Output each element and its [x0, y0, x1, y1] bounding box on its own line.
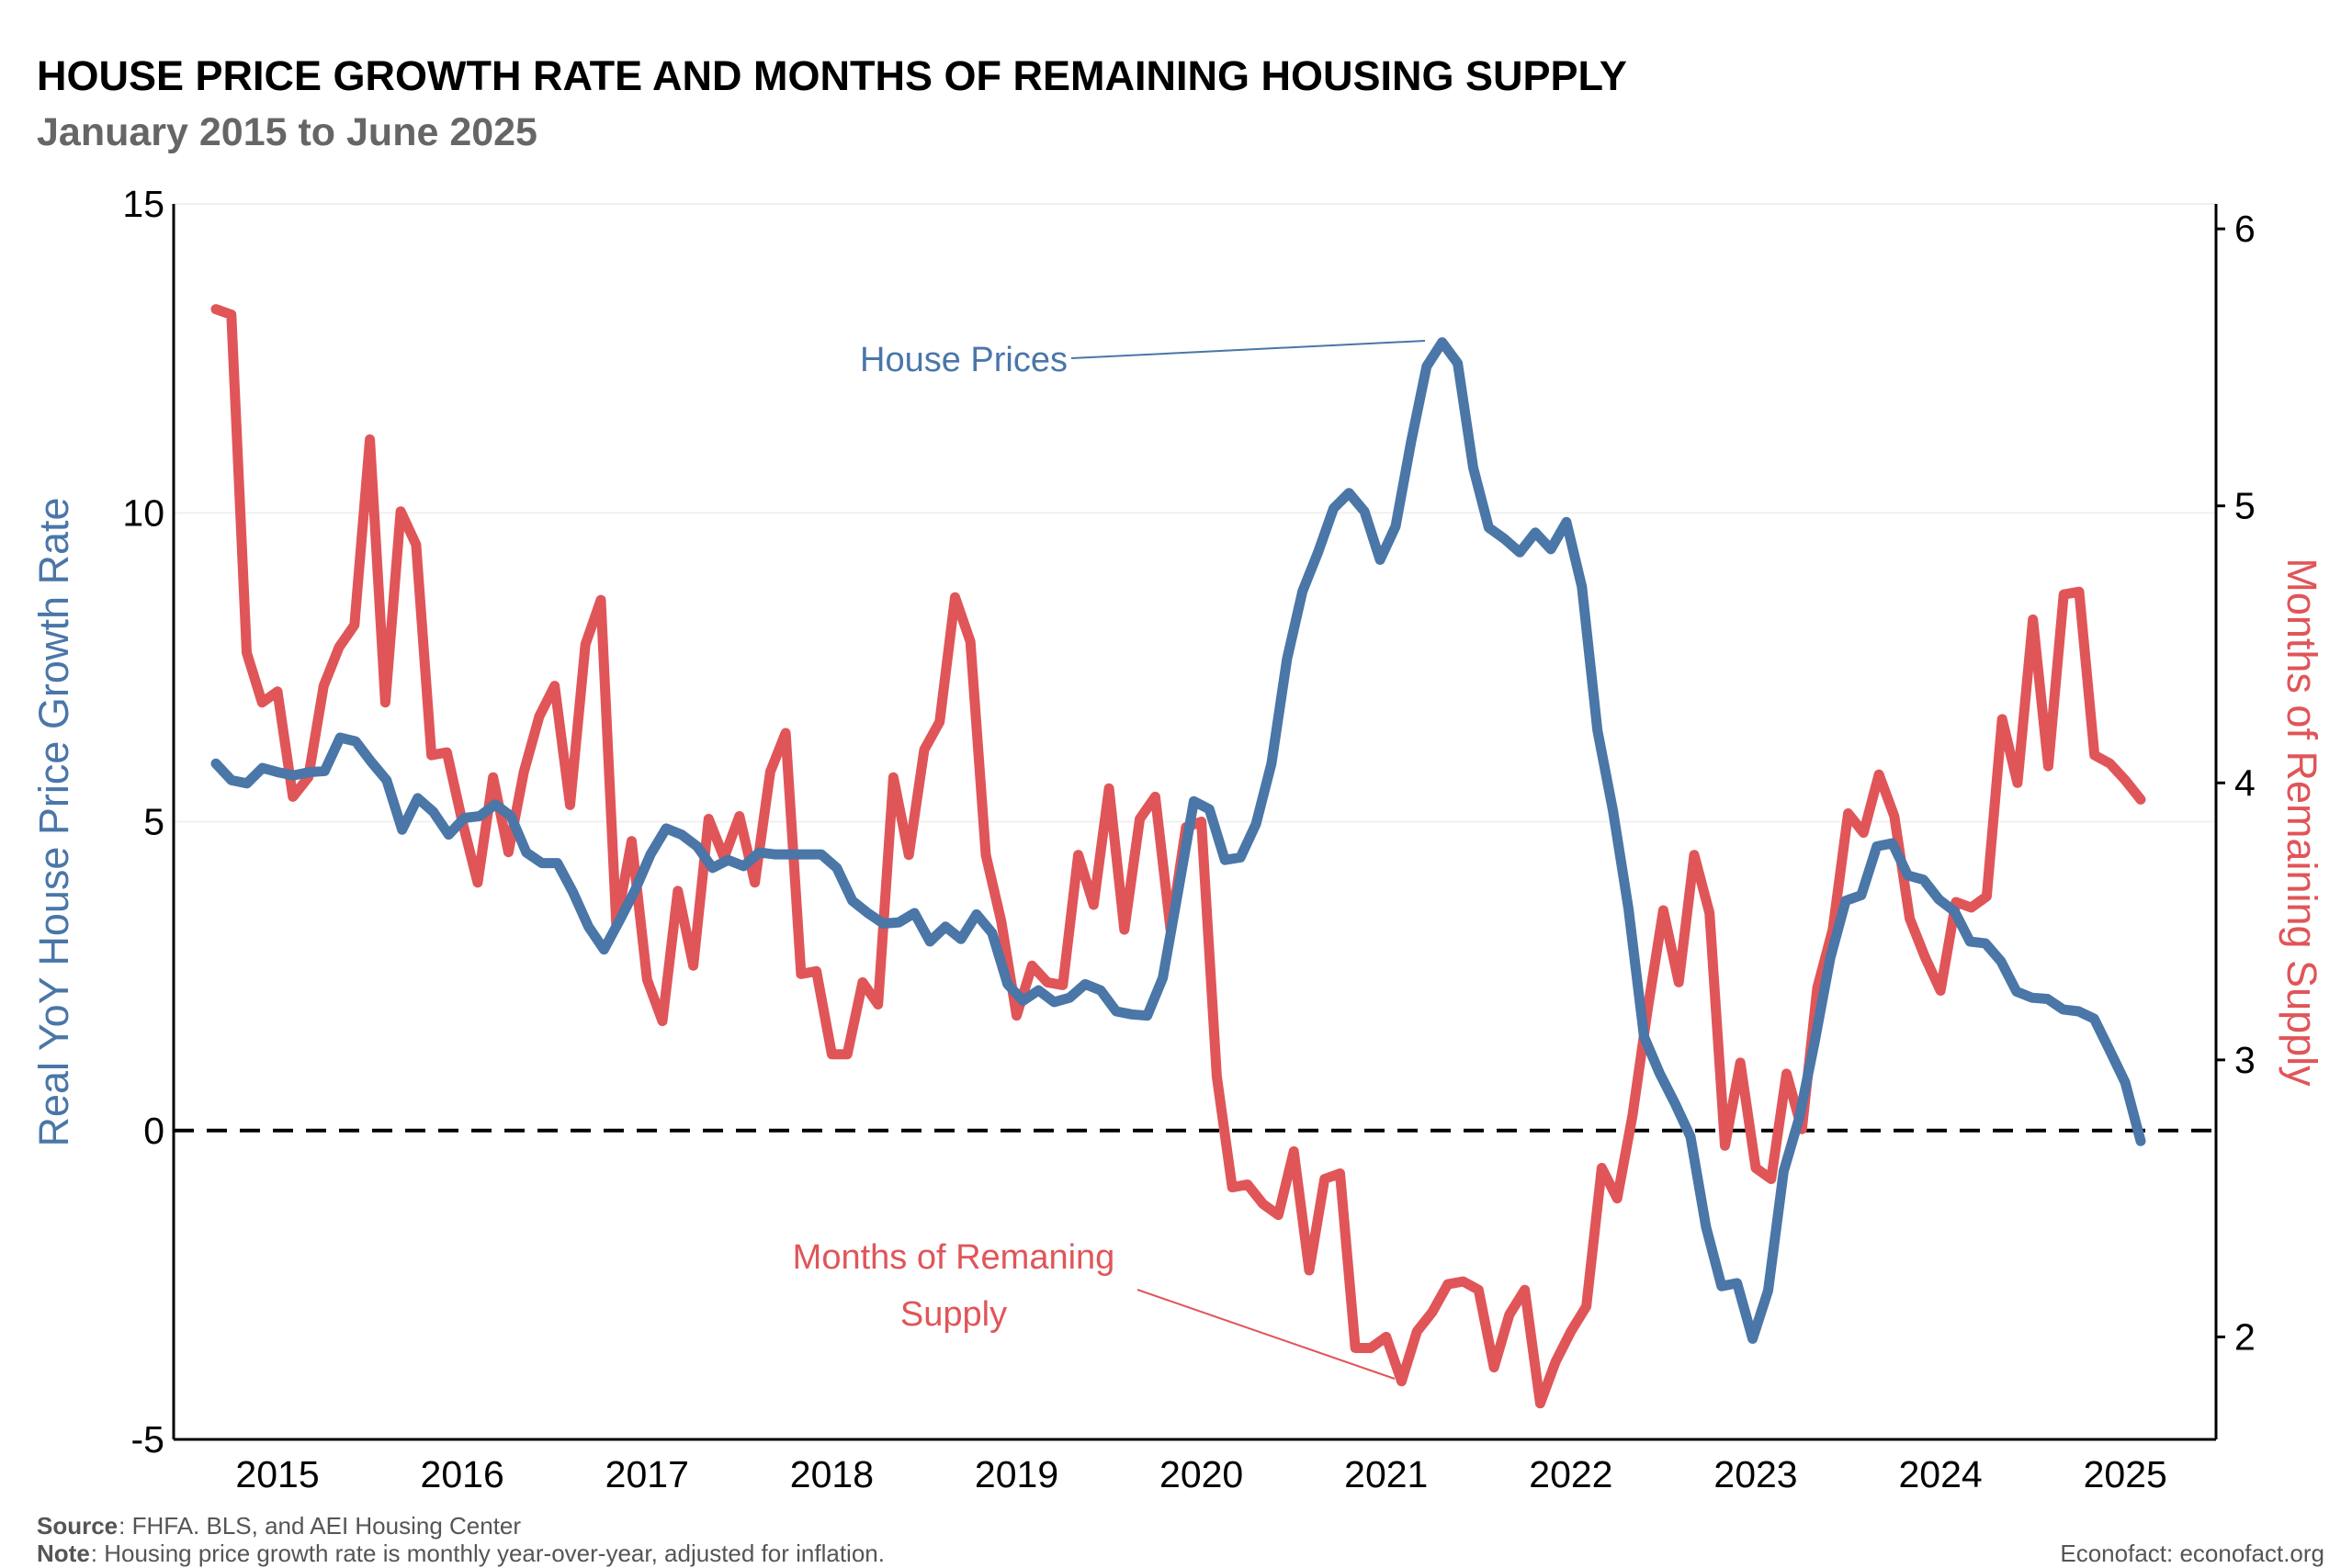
house-prices-line	[210, 337, 2146, 1344]
left-tick-label: -5	[131, 1418, 164, 1461]
annotation-supply-line2: Supply	[900, 1295, 1007, 1334]
footer-credit: Econofact: econofact.org	[2060, 1540, 2324, 1567]
x-tick-label: 2022	[1529, 1453, 1612, 1495]
x-tick-label: 2025	[2084, 1453, 2167, 1495]
x-tick-label: 2019	[975, 1453, 1058, 1495]
annotation-supply-leader	[1136, 1289, 1396, 1380]
x-tick-label: 2016	[421, 1453, 504, 1495]
right-tick-label: 3	[2234, 1039, 2256, 1081]
right-axis-ticks: 2 3 4 5 6	[2216, 208, 2256, 1358]
note-label: Note	[37, 1540, 90, 1567]
right-tick-label: 4	[2234, 761, 2256, 804]
left-tick-label: 10	[122, 491, 164, 534]
x-tick-label: 2024	[1899, 1453, 1983, 1495]
left-axis-ticks: -5 0 5 10 15	[122, 183, 164, 1461]
x-tick-label: 2017	[605, 1453, 689, 1495]
right-tick-label: 2	[2234, 1315, 2256, 1358]
left-axis-label: Real YoY House Price Growth Rate	[30, 497, 77, 1146]
x-tick-label: 2021	[1344, 1453, 1428, 1495]
annotation-house-prices-leader	[1070, 340, 1426, 359]
chart-title: HOUSE PRICE GROWTH RATE AND MONTHS OF RE…	[37, 52, 1627, 99]
series-lines	[210, 304, 2146, 1409]
x-tick-label: 2018	[790, 1453, 874, 1495]
months-supply-line	[210, 304, 2146, 1409]
source-text: : FHFA. BLS, and AEI Housing Center	[119, 1512, 521, 1540]
note-text: : Housing price growth rate is monthly y…	[91, 1540, 885, 1567]
x-tick-label: 2020	[1159, 1453, 1243, 1495]
right-axis-label: Months of Remaining Supply	[2278, 558, 2325, 1087]
x-tick-label: 2023	[1713, 1453, 1797, 1495]
annotation-house-prices: House Prices	[860, 341, 1068, 379]
right-tick-label: 5	[2234, 485, 2256, 527]
x-tick-label: 2015	[235, 1453, 319, 1495]
left-tick-label: 0	[143, 1110, 164, 1152]
source-label: Source	[37, 1512, 118, 1540]
left-tick-label: 15	[122, 183, 164, 225]
right-tick-label: 6	[2234, 208, 2256, 250]
chart-subtitle: January 2015 to June 2025	[37, 110, 537, 154]
annotation-supply-line1: Months of Remaning	[793, 1238, 1115, 1277]
x-axis-ticks: 2015 2016 2017 2018 2019 2020 2021 2022 2023 2024…	[235, 1453, 2166, 1495]
left-tick-label: 5	[143, 801, 164, 843]
